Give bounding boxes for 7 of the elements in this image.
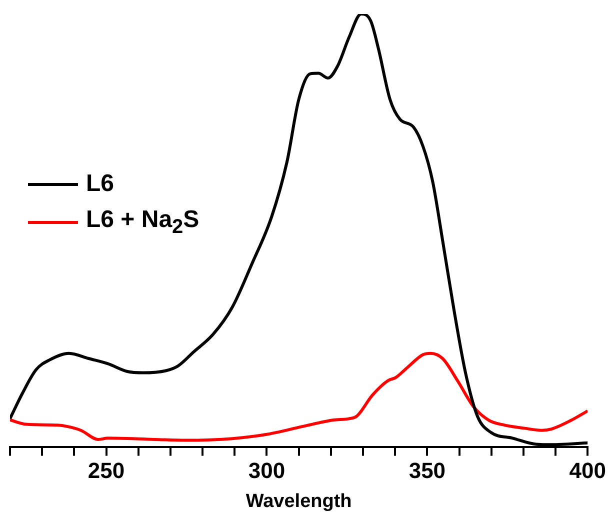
x-axis-title: Wavelength bbox=[246, 490, 352, 512]
x-tick-label: 350 bbox=[408, 458, 446, 484]
x-tick-label: 300 bbox=[248, 458, 286, 484]
legend-label: L6 bbox=[86, 170, 114, 198]
legend-label: L6 + Na$_{2}$S bbox=[86, 206, 200, 238]
x-tick-label: 250 bbox=[88, 458, 125, 484]
x-tick-label: 400 bbox=[569, 458, 606, 484]
